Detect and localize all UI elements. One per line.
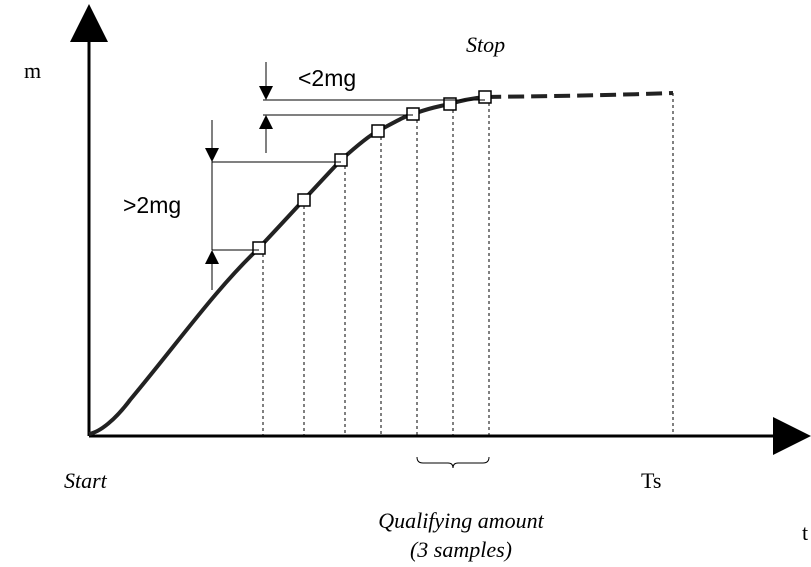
extrapolated-curve xyxy=(484,91,674,99)
weighing-curve xyxy=(88,95,486,436)
less-than-dimension xyxy=(259,62,485,153)
sample-marker xyxy=(297,193,311,207)
stop-label: Stop xyxy=(466,32,505,57)
up-arrow-icon xyxy=(205,250,219,264)
greater-than-2mg-label: >2mg xyxy=(123,192,181,218)
axes xyxy=(70,4,811,455)
drop-lines xyxy=(262,93,674,436)
sample-marker xyxy=(443,97,457,111)
down-arrow-icon xyxy=(259,86,273,100)
ts-label: Ts xyxy=(641,468,661,493)
sample-marker xyxy=(371,124,385,138)
sample-markers xyxy=(252,90,492,255)
greater-than-dimension xyxy=(205,120,341,290)
start-label: Start xyxy=(64,468,108,493)
qualifying-brace xyxy=(416,456,490,469)
qualifying-amount-label: Qualifying amount xyxy=(378,508,544,533)
x-axis-arrowhead xyxy=(773,417,811,455)
down-arrow-icon xyxy=(205,148,219,162)
qualifying-samples-label: (3 samples) xyxy=(410,537,512,562)
sample-marker xyxy=(478,90,492,104)
up-arrow-icon xyxy=(259,115,273,129)
sample-marker xyxy=(334,153,348,167)
less-than-2mg-label: <2mg xyxy=(298,65,356,91)
x-axis-label: t xyxy=(802,520,808,545)
sample-marker xyxy=(406,107,420,121)
y-axis-label: m xyxy=(24,58,41,83)
y-axis-arrowhead xyxy=(70,4,108,42)
sample-marker xyxy=(252,241,266,255)
